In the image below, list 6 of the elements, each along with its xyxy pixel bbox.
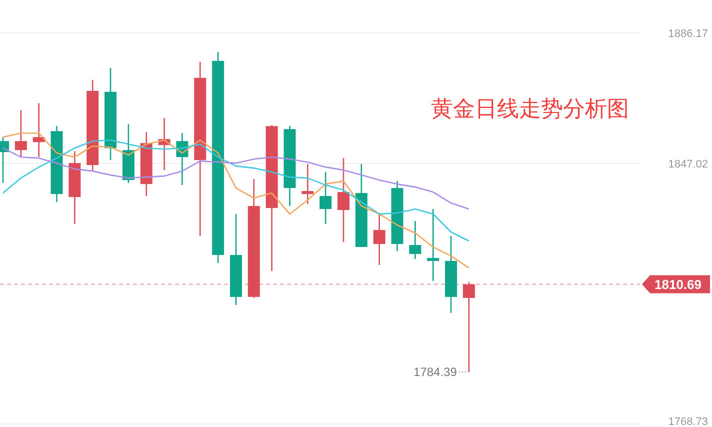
ytick: 1886.17 <box>668 28 708 40</box>
title: 黄金日线走势分析图 <box>431 96 629 121</box>
ref-line-label: 1810.69 <box>654 276 702 292</box>
ytick: 1847.02 <box>668 158 708 170</box>
ytick: 1768.73 <box>668 416 708 427</box>
annotation: 1784.39 <box>414 364 457 379</box>
